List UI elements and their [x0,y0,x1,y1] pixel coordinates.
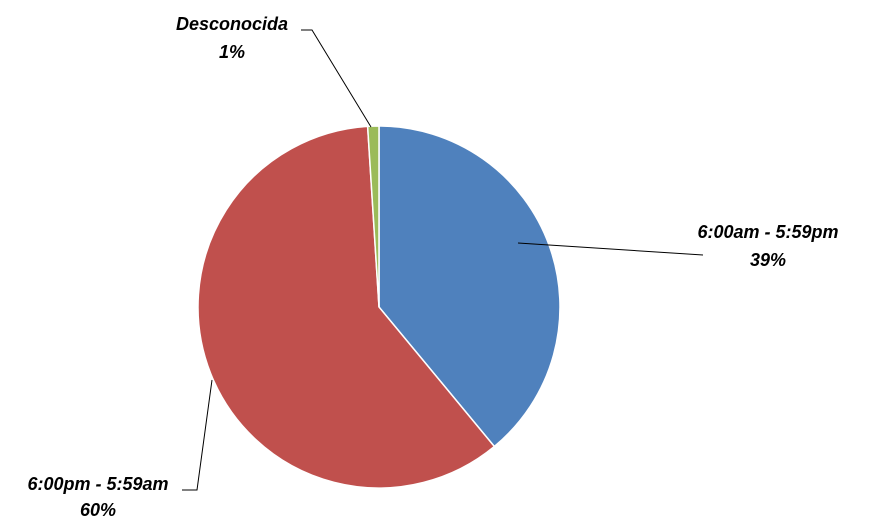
data-label-night-name: 6:00pm - 5:59am [27,474,168,494]
leader-line-night [182,379,213,491]
pie-slice-day [378,125,561,448]
data-label-night: 6:00pm - 5:59am 60% [27,474,168,520]
data-label-unknown-name: Desconocida [176,14,288,34]
data-label-night-percent: 60% [80,500,116,520]
data-label-day-percent: 39% [750,250,786,270]
data-label-unknown: Desconocida 1% [176,14,288,62]
leader-line-unknown [301,29,372,128]
data-label-unknown-percent: 1% [219,42,245,62]
leader-line-day [517,242,704,256]
pie-slice-unknown [366,125,380,308]
pie-slice-night [197,125,496,489]
data-label-day-name: 6:00am - 5:59pm [697,222,838,242]
data-label-day: 6:00am - 5:59pm 39% [697,222,838,270]
pie-slices [197,125,561,489]
